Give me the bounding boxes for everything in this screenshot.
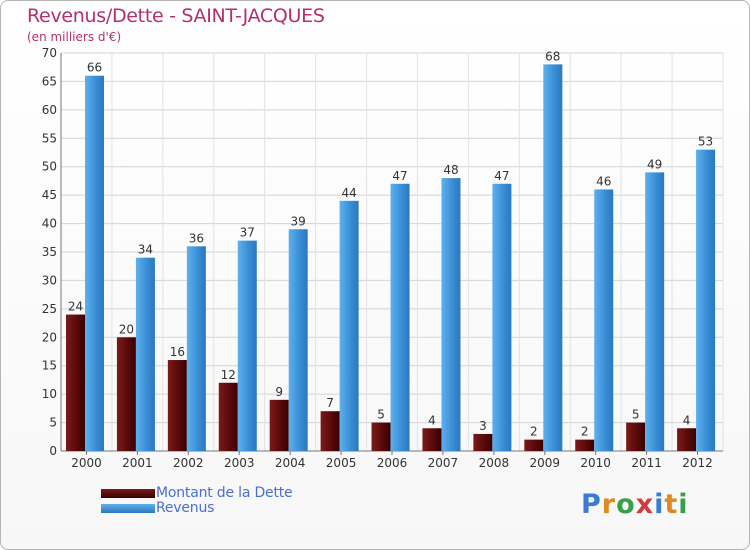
chart-subtitle: (en milliers d'€)	[27, 30, 122, 44]
proxiti-logo: Proxiti	[581, 489, 689, 520]
bar-revenus	[492, 183, 512, 451]
bar-debt	[473, 433, 493, 451]
y-tick-label: 15	[42, 359, 57, 373]
y-tick-label: 25	[42, 302, 57, 316]
x-tick-label: 2000	[71, 456, 102, 470]
bar-revenus	[543, 64, 563, 451]
y-tick-label: 10	[42, 387, 57, 401]
bar-debt	[167, 360, 187, 451]
y-tick-label: 35	[42, 245, 57, 259]
y-tick-label: 5	[49, 416, 57, 430]
data-label: 2	[530, 425, 538, 439]
x-tick-label: 2012	[682, 456, 713, 470]
data-label: 36	[189, 231, 204, 245]
data-label: 4	[683, 413, 691, 427]
x-tick-label: 2005	[326, 456, 357, 470]
y-tick-label: 70	[42, 46, 57, 60]
bar-revenus	[186, 246, 206, 451]
x-tick-label: 2006	[377, 456, 408, 470]
y-tick-label: 45	[42, 188, 57, 202]
data-label: 3	[479, 419, 487, 433]
bar-revenus	[696, 149, 716, 451]
data-label: 47	[494, 169, 509, 183]
y-tick-label: 40	[42, 217, 57, 231]
bar-debt	[116, 337, 136, 451]
x-tick-label: 2009	[529, 456, 560, 470]
data-label: 66	[87, 61, 102, 75]
x-tick-label: 2002	[173, 456, 204, 470]
labels-layer: 24 66 20 34 16 36 12 37 9 39 7 44 5 47 4 48 3 47 2 68 2 46 5 49…	[68, 49, 713, 438]
y-tick-label: 50	[42, 160, 57, 174]
data-label: 2	[581, 425, 589, 439]
data-label: 44	[341, 186, 356, 200]
legend-label-debt: Montant de la Dette	[156, 485, 293, 501]
data-label: 24	[68, 300, 83, 314]
logo-letter: P	[581, 489, 602, 520]
y-tick-label: 55	[42, 131, 57, 145]
bar-debt	[422, 428, 442, 451]
data-label: 12	[221, 368, 236, 382]
bar-revenus	[85, 75, 104, 451]
bar-debt	[269, 399, 289, 451]
data-label: 4	[428, 413, 436, 427]
bar-debt	[626, 422, 646, 451]
legend-label-revenus: Revenus	[156, 500, 215, 516]
data-label: 48	[443, 163, 458, 177]
logo-letter: x	[635, 489, 655, 520]
y-tick-label: 30	[42, 273, 57, 287]
x-tick-label: 2008	[479, 456, 510, 470]
data-label: 47	[392, 169, 407, 183]
x-tick-label: 2004	[275, 456, 306, 470]
bar-revenus	[237, 240, 257, 451]
bar-debt	[677, 428, 697, 451]
bar-debt	[320, 411, 340, 451]
data-label: 16	[170, 345, 185, 359]
data-label: 37	[240, 226, 255, 240]
bar-debt	[371, 422, 391, 451]
data-label: 49	[647, 157, 662, 171]
data-label: 39	[291, 214, 306, 228]
x-tick-label: 2011	[631, 456, 662, 470]
y-tick-label: 0	[49, 444, 57, 458]
data-label: 7	[326, 396, 334, 410]
bar-debt	[218, 382, 238, 451]
x-tick-label: 2010	[580, 456, 611, 470]
legend-swatch-revenus	[101, 504, 155, 513]
logo-letter: t	[664, 489, 679, 520]
y-tick-label: 60	[42, 103, 57, 117]
y-tick-label: 65	[42, 74, 57, 88]
data-label: 9	[275, 385, 283, 399]
logo-letter: r	[601, 489, 617, 520]
data-label: 34	[138, 243, 153, 257]
x-tick-label: 2007	[428, 456, 459, 470]
bar-debt	[66, 314, 85, 451]
legend-swatch-debt	[101, 489, 155, 498]
data-label: 5	[632, 408, 640, 422]
bar-revenus	[288, 229, 308, 451]
bar-debt	[524, 439, 544, 451]
y-tick-label: 20	[42, 330, 57, 344]
bar-revenus	[594, 189, 614, 451]
x-tick-label: 2001	[122, 456, 153, 470]
logo-letter: i	[678, 489, 689, 520]
data-label: 68	[545, 49, 560, 63]
bar-revenus	[135, 257, 155, 451]
bar-revenus	[441, 178, 461, 452]
data-label: 5	[377, 408, 385, 422]
bars-layer	[66, 64, 716, 452]
chart-title: Revenus/Dette - SAINT-JACQUES	[27, 5, 325, 27]
data-label: 46	[596, 174, 611, 188]
x-tick-label: 2003	[224, 456, 255, 470]
logo-letter: o	[616, 489, 636, 520]
bar-debt	[575, 439, 595, 451]
bar-revenus	[390, 183, 410, 451]
bar-revenus	[339, 200, 359, 451]
data-label: 20	[119, 322, 134, 336]
bar-revenus	[645, 172, 665, 451]
data-label: 53	[698, 135, 713, 149]
logo-letter: i	[654, 489, 665, 520]
